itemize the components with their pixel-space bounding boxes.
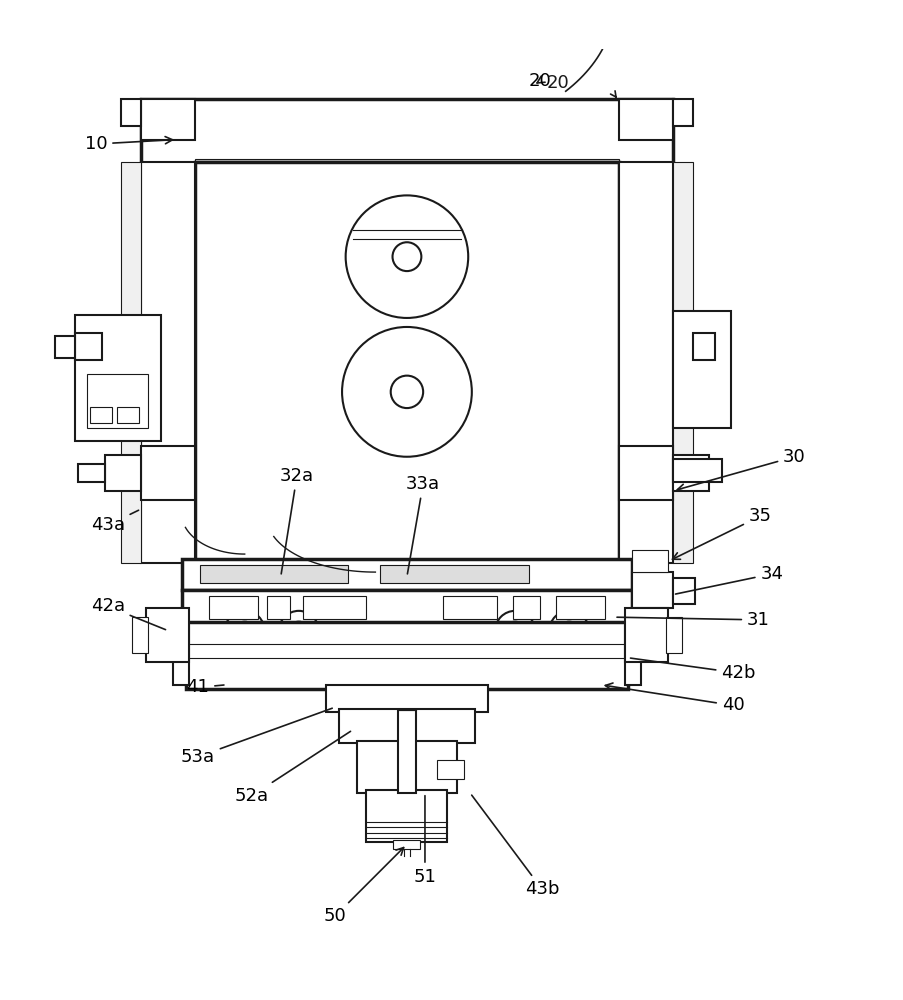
- Bar: [366, 790, 447, 842]
- Bar: [513, 596, 540, 619]
- Bar: [87, 374, 148, 428]
- Circle shape: [341, 327, 471, 457]
- Text: 10: 10: [85, 135, 172, 153]
- Text: 40: 40: [605, 683, 744, 714]
- Text: 32a: 32a: [280, 467, 313, 574]
- Bar: [672, 99, 692, 126]
- Circle shape: [236, 622, 254, 640]
- Bar: [618, 162, 672, 563]
- Circle shape: [495, 611, 535, 651]
- Bar: [75, 333, 102, 360]
- Bar: [141, 446, 195, 500]
- Bar: [325, 685, 488, 712]
- Bar: [75, 315, 161, 441]
- Bar: [141, 99, 195, 140]
- Bar: [442, 596, 497, 619]
- Bar: [631, 550, 667, 572]
- Text: 30: 30: [676, 448, 805, 491]
- Bar: [195, 159, 618, 167]
- Bar: [303, 596, 366, 619]
- Text: 50: 50: [323, 848, 404, 925]
- Bar: [132, 617, 148, 653]
- Text: 53a: 53a: [181, 708, 332, 766]
- Bar: [105, 455, 141, 491]
- Text: 41: 41: [186, 678, 224, 696]
- Text: 34: 34: [675, 565, 783, 594]
- Text: 42a: 42a: [90, 597, 165, 630]
- Bar: [339, 709, 474, 743]
- Bar: [618, 99, 672, 140]
- Bar: [624, 626, 640, 685]
- Bar: [267, 596, 290, 619]
- Circle shape: [390, 376, 423, 408]
- Text: 52a: 52a: [235, 731, 350, 805]
- Circle shape: [345, 195, 468, 318]
- Bar: [141, 162, 195, 563]
- Bar: [182, 590, 631, 626]
- Circle shape: [279, 611, 318, 651]
- Bar: [672, 162, 692, 563]
- Bar: [78, 464, 105, 482]
- Bar: [195, 162, 618, 563]
- Text: 51: 51: [413, 796, 436, 886]
- Bar: [209, 596, 258, 619]
- Text: 43a: 43a: [90, 510, 138, 534]
- Bar: [397, 710, 415, 793]
- Bar: [89, 407, 112, 423]
- Bar: [692, 333, 714, 360]
- Text: 33a: 33a: [405, 475, 440, 574]
- Bar: [55, 336, 75, 358]
- Bar: [200, 565, 348, 583]
- Bar: [618, 446, 672, 500]
- Bar: [116, 407, 139, 423]
- Circle shape: [506, 622, 524, 640]
- Bar: [121, 162, 141, 563]
- Text: 35: 35: [672, 507, 771, 559]
- Bar: [182, 559, 631, 590]
- Text: 31: 31: [617, 611, 769, 629]
- Circle shape: [560, 622, 578, 640]
- Bar: [145, 608, 189, 662]
- Circle shape: [225, 611, 265, 651]
- Circle shape: [290, 622, 307, 640]
- Bar: [172, 626, 189, 685]
- Bar: [393, 840, 420, 849]
- Bar: [186, 622, 627, 689]
- Bar: [672, 311, 731, 428]
- Bar: [624, 608, 667, 662]
- Bar: [665, 617, 681, 653]
- Bar: [121, 99, 141, 126]
- Text: 20: 20: [528, 72, 551, 90]
- Circle shape: [392, 242, 421, 271]
- Bar: [357, 741, 456, 793]
- Text: 43b: 43b: [471, 795, 559, 898]
- Bar: [555, 596, 604, 619]
- Bar: [436, 760, 463, 779]
- Bar: [672, 459, 721, 482]
- Bar: [141, 99, 672, 167]
- Bar: [672, 455, 708, 491]
- Bar: [631, 572, 672, 608]
- Text: 42b: 42b: [629, 658, 755, 682]
- Bar: [379, 565, 528, 583]
- Text: 20: 20: [546, 74, 569, 92]
- Bar: [672, 578, 694, 604]
- Circle shape: [549, 611, 589, 651]
